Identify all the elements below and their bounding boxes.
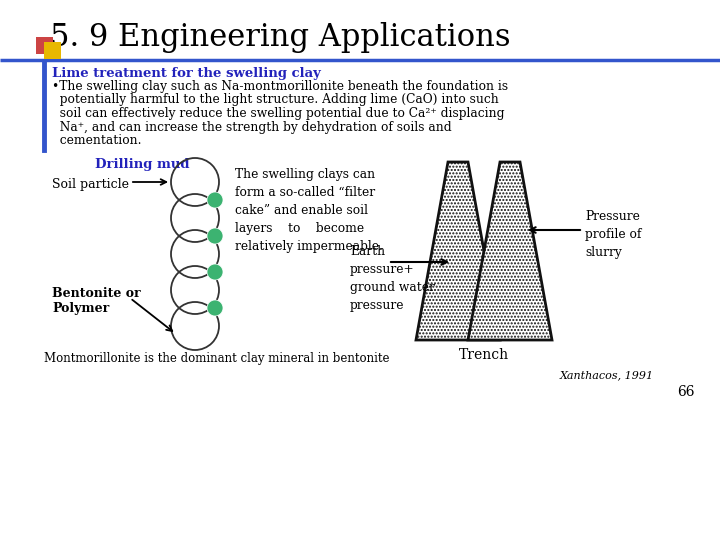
Text: 5. 9 Engineering Applications: 5. 9 Engineering Applications: [50, 22, 510, 53]
Text: Lime treatment for the swelling clay: Lime treatment for the swelling clay: [52, 67, 321, 80]
Text: Earth
pressure+
ground water
pressure: Earth pressure+ ground water pressure: [350, 245, 435, 312]
Text: potentially harmful to the light structure. Adding lime (CaO) into such: potentially harmful to the light structu…: [52, 93, 499, 106]
Circle shape: [207, 228, 223, 244]
Text: soil can effectively reduce the swelling potential due to Ca²⁺ displacing: soil can effectively reduce the swelling…: [52, 107, 505, 120]
Text: The swelling clays can
form a so-called “filter
cake” and enable soil
layers    : The swelling clays can form a so-called …: [235, 168, 383, 253]
Circle shape: [207, 300, 223, 316]
Polygon shape: [416, 162, 500, 340]
Text: Montmorillonite is the dominant clay mineral in bentonite: Montmorillonite is the dominant clay min…: [44, 352, 390, 365]
Circle shape: [207, 264, 223, 280]
Text: •The swelling clay such as Na-montmorillonite beneath the foundation is: •The swelling clay such as Na-montmorill…: [52, 80, 508, 93]
Text: Bentonite or: Bentonite or: [52, 287, 140, 300]
FancyBboxPatch shape: [36, 37, 53, 54]
Text: Soil particle: Soil particle: [52, 178, 129, 191]
Text: Pressure
profile of
slurry: Pressure profile of slurry: [585, 210, 642, 259]
Circle shape: [207, 192, 223, 208]
Text: Trench: Trench: [459, 348, 509, 362]
Text: Drilling mud: Drilling mud: [95, 158, 189, 171]
Text: Na⁺, and can increase the strength by dehydration of soils and: Na⁺, and can increase the strength by de…: [52, 120, 451, 133]
Text: Xanthacos, 1991: Xanthacos, 1991: [560, 370, 654, 380]
FancyBboxPatch shape: [44, 42, 61, 59]
Text: 66: 66: [678, 385, 695, 399]
Polygon shape: [468, 162, 552, 340]
Text: cementation.: cementation.: [52, 134, 142, 147]
Text: Polymer: Polymer: [52, 302, 109, 315]
